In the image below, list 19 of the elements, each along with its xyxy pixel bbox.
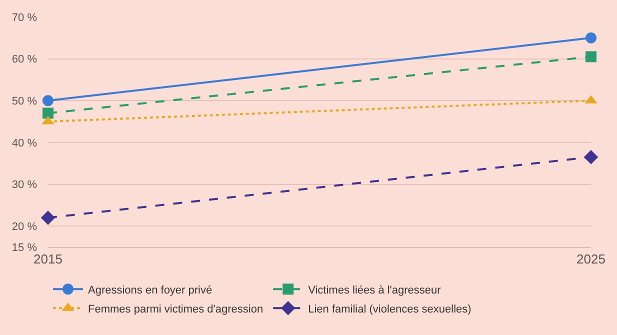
point: [586, 32, 596, 44]
y-tick-label: 50 %: [12, 95, 38, 108]
y-tick-label: 60 %: [12, 54, 38, 66]
y-tick-label: 40 %: [12, 137, 38, 150]
y-tick-label: 20 %: [12, 220, 38, 233]
legend-label: Femmes parmi victimes d'agression: [88, 303, 264, 316]
point: [586, 51, 596, 62]
legend-label: Victimes liées à l'agresseur: [308, 284, 442, 296]
y-tick-label: 30 %: [12, 179, 38, 192]
y-tick-label: 70 %: [12, 12, 38, 24]
point: [40, 210, 56, 225]
point: [584, 150, 598, 164]
x-tick-label: 2025: [576, 252, 606, 267]
legend-label: Lien familial (violences sexuelles): [308, 303, 472, 316]
point: [42, 108, 54, 119]
x-tick-label: 2015: [34, 252, 62, 267]
y-tick-label: 15 %: [12, 242, 38, 254]
point: [42, 95, 54, 106]
legend-label: Agressions en foyer privé: [88, 284, 212, 296]
